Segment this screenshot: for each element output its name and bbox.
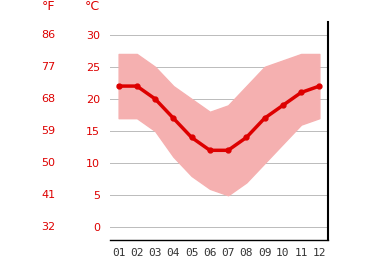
Text: 41: 41 (41, 190, 55, 200)
Text: 86: 86 (41, 30, 55, 40)
Text: °C: °C (84, 0, 100, 13)
Text: 50: 50 (41, 158, 55, 168)
Text: 32: 32 (41, 222, 55, 232)
Text: °F: °F (42, 0, 55, 13)
Text: 68: 68 (41, 94, 55, 104)
Text: 77: 77 (41, 62, 55, 72)
Text: 59: 59 (41, 126, 55, 136)
